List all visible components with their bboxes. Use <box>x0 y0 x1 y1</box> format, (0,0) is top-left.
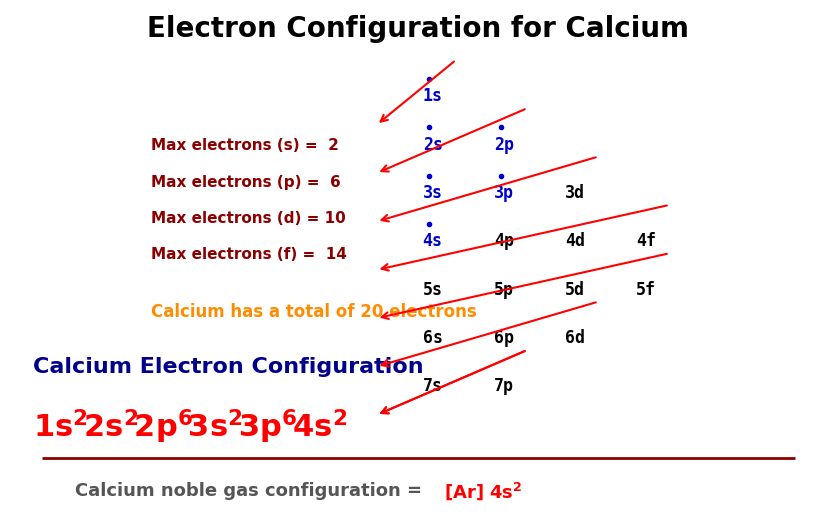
Text: 3s: 3s <box>422 184 442 202</box>
Text: 5d: 5d <box>564 281 584 298</box>
Text: 3d: 3d <box>564 184 584 202</box>
Text: 5p: 5p <box>493 281 513 298</box>
Text: 6d: 6d <box>564 329 584 347</box>
Text: Max electrons (f) =  14: Max electrons (f) = 14 <box>150 248 346 262</box>
Text: Calcium Electron Configuration: Calcium Electron Configuration <box>33 357 424 376</box>
Text: 4s: 4s <box>422 232 442 250</box>
Text: 4f: 4f <box>635 232 655 250</box>
Text: 3p: 3p <box>493 184 513 202</box>
Text: $\mathbf{1s^2\!2s^2\!2p^6\!3s^2\!3p^6\!4s^2}$: $\mathbf{1s^2\!2s^2\!2p^6\!3s^2\!3p^6\!4… <box>33 407 347 446</box>
Text: Electron Configuration for Calcium: Electron Configuration for Calcium <box>147 15 689 43</box>
Text: Calcium has a total of 20 electrons: Calcium has a total of 20 electrons <box>150 303 476 321</box>
Text: Max electrons (p) =  6: Max electrons (p) = 6 <box>150 175 340 189</box>
Text: 2s: 2s <box>422 136 442 153</box>
Text: 4d: 4d <box>564 232 584 250</box>
Text: Max electrons (d) = 10: Max electrons (d) = 10 <box>150 211 345 226</box>
Text: 7p: 7p <box>493 378 513 395</box>
Text: $\mathbf{[Ar]\ 4s^2}$: $\mathbf{[Ar]\ 4s^2}$ <box>443 480 522 502</box>
Text: 5f: 5f <box>635 281 655 298</box>
Text: Calcium noble gas configuration =: Calcium noble gas configuration = <box>75 483 428 500</box>
Text: 2p: 2p <box>493 136 513 153</box>
Text: 6p: 6p <box>493 329 513 347</box>
Text: 5s: 5s <box>422 281 442 298</box>
Text: 6s: 6s <box>422 329 442 347</box>
Text: 4p: 4p <box>493 232 513 250</box>
Text: 1s: 1s <box>422 87 442 105</box>
Text: Max electrons (s) =  2: Max electrons (s) = 2 <box>150 138 338 153</box>
Text: 7s: 7s <box>422 378 442 395</box>
